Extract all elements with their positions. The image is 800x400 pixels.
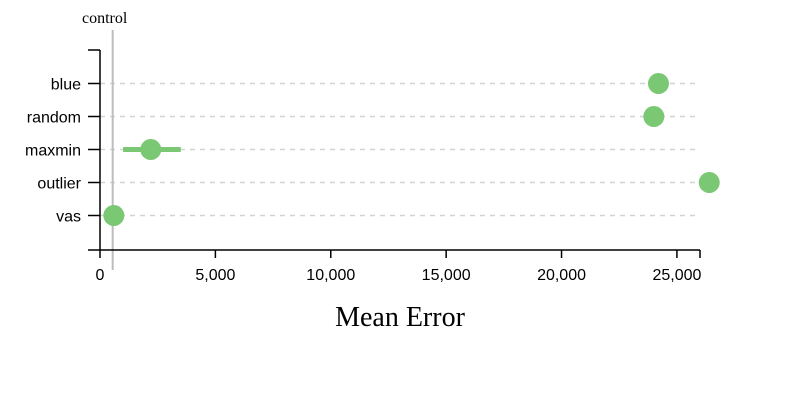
x-tick-label-10000: 10,000 [306,267,355,284]
point-random [643,106,665,127]
x-tick-label-15000: 15,000 [422,267,471,284]
data-points [103,73,720,226]
x-axis-ticks: 0 5,000 10,000 15,000 20,000 25,000 [96,250,701,284]
y-axis-ticks: blue random maxmin outlier vas [25,49,100,251]
x-tick-label-0: 0 [96,267,105,284]
x-axis-title: Mean Error [335,302,466,333]
x-tick-label-20000: 20,000 [537,267,586,284]
control-label: control [82,10,128,27]
y-tick-label-maxmin: maxmin [25,143,81,160]
point-outlier [698,172,720,193]
point-maxmin [140,139,162,160]
y-tick-label-blue: blue [51,77,81,94]
y-tick-label-vas: vas [56,209,81,226]
grid-lines [100,82,695,217]
y-tick-label-outlier: outlier [37,176,81,193]
point-vas [103,205,125,226]
x-tick-label-25000: 25,000 [652,267,701,284]
point-blue [647,73,669,94]
x-tick-label-5000: 5,000 [195,267,235,284]
reference-line-group: control [82,10,128,270]
y-tick-label-random: random [27,110,81,127]
